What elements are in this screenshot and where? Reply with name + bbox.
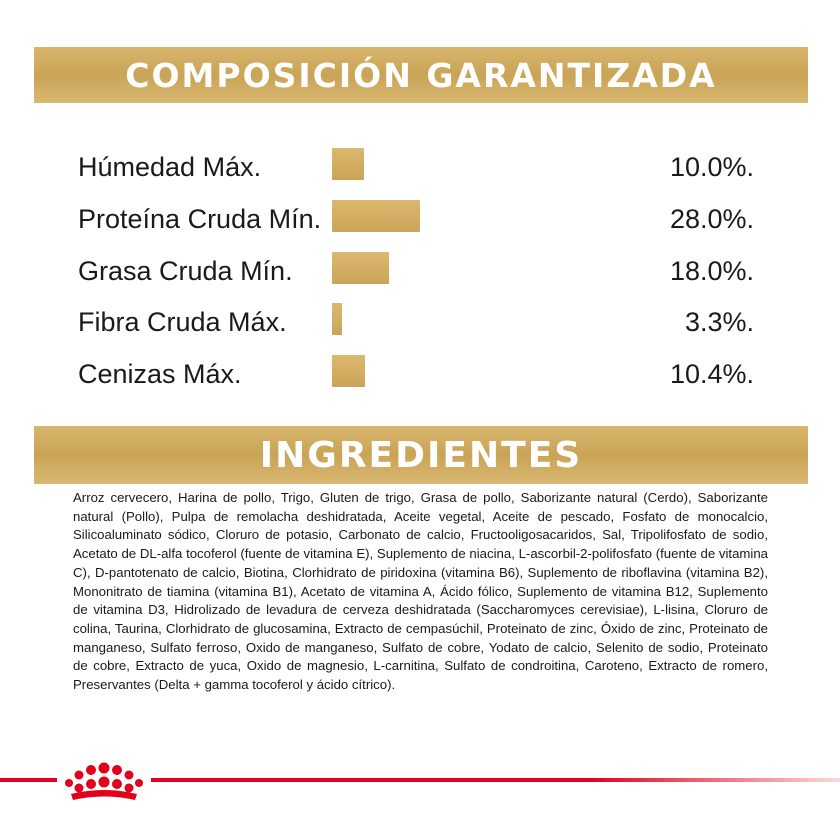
composition-label: Cenizas Máx. xyxy=(78,359,242,389)
composition-bar xyxy=(332,148,364,180)
composition-value: 3.3%. xyxy=(684,307,754,337)
footer-red-line xyxy=(0,778,840,782)
composition-value: 10.4%. xyxy=(669,359,754,389)
composition-value: 28.0%. xyxy=(669,204,754,234)
royal-canin-crown-icon xyxy=(57,758,151,806)
composition-value: 10.0%. xyxy=(669,152,754,182)
composition-value: 18.0%. xyxy=(669,256,754,286)
composition-label: Proteína Cruda Mín. xyxy=(78,204,322,234)
composition-row-humedad: Húmedad Máx. 10.0%. xyxy=(0,148,840,188)
composition-row-cenizas: Cenizas Máx. 10.4%. xyxy=(0,355,840,395)
composition-row-proteina: Proteína Cruda Mín. 28.0%. xyxy=(0,200,840,240)
ingredients-title: INGREDIENTES xyxy=(259,434,583,476)
composition-header: COMPOSICIÓN GARANTIZADA xyxy=(34,47,808,103)
composition-bar xyxy=(332,355,365,387)
composition-bar xyxy=(332,200,420,232)
composition-label: Fibra Cruda Máx. xyxy=(78,307,287,337)
composition-row-fibra: Fibra Cruda Máx. 3.3%. xyxy=(0,303,840,343)
composition-label: Grasa Cruda Mín. xyxy=(78,256,293,286)
ingredients-text: Arroz cervecero, Harina de pollo, Trigo,… xyxy=(73,490,768,693)
composition-bar xyxy=(332,252,389,284)
composition-label: Húmedad Máx. xyxy=(78,152,262,182)
ingredients-header: INGREDIENTES xyxy=(34,426,808,484)
composition-row-grasa: Grasa Cruda Mín. 18.0%. xyxy=(0,252,840,292)
composition-bar xyxy=(332,303,342,335)
composition-title: COMPOSICIÓN GARANTIZADA xyxy=(125,55,717,95)
